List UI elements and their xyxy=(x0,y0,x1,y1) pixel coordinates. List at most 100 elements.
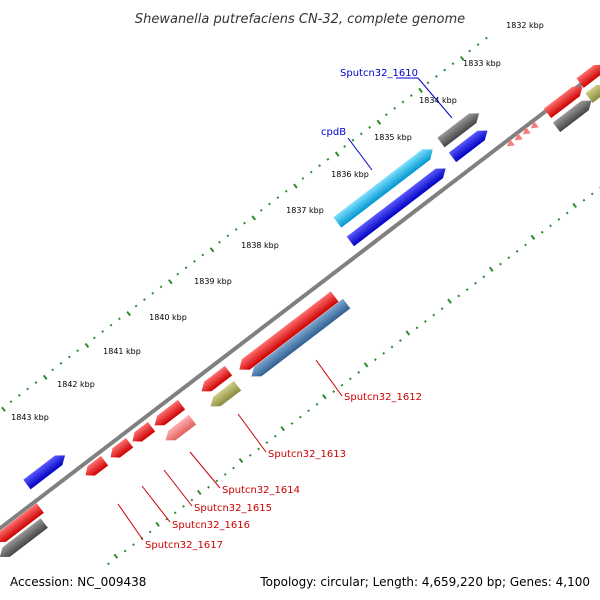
gene-red-long[interactable] xyxy=(235,291,339,374)
label-cpdb[interactable]: cpdB xyxy=(321,127,346,138)
tick-mark xyxy=(447,298,452,304)
tick-mark xyxy=(301,177,305,180)
gene-olive-edge[interactable] xyxy=(585,81,600,103)
gene-blue-forward[interactable] xyxy=(346,164,450,247)
tick-mark xyxy=(376,119,382,125)
tick-label: 1840 kbp xyxy=(149,313,187,322)
tick-mark xyxy=(243,221,246,225)
gene-red-leftedge[interactable] xyxy=(0,503,44,547)
tick-mark xyxy=(565,211,569,215)
tick-mark xyxy=(67,355,71,359)
tick-mark xyxy=(42,374,48,380)
tick-mark xyxy=(363,362,369,368)
label-sputcn32-1614[interactable]: Sputcn32_1614 xyxy=(222,485,300,496)
tick-label: 1841 kbp xyxy=(103,347,141,356)
tick-mark xyxy=(92,336,96,340)
accession-text: Accession: NC_009438 xyxy=(10,575,146,589)
label-sputcn32-1612[interactable]: Sputcn32_1612 xyxy=(344,392,422,403)
tick-mark xyxy=(482,275,486,279)
gene-sputcn32-1616[interactable] xyxy=(107,437,134,462)
tick-mark xyxy=(434,75,438,78)
tick-mark xyxy=(134,304,138,308)
tick-mark xyxy=(193,259,196,263)
tick-mark xyxy=(273,434,277,438)
gene-gray-right[interactable] xyxy=(552,96,595,133)
tick-label: 1838 kbp xyxy=(241,241,279,250)
tick-mark xyxy=(290,422,294,425)
tick-mark xyxy=(432,313,436,317)
leader-sputcn32-1612 xyxy=(315,359,343,397)
tick-mark xyxy=(298,415,302,419)
tick-mark xyxy=(101,330,105,333)
tick-mark xyxy=(59,362,63,365)
tick-mark xyxy=(549,224,552,228)
tick-label: 1842 kbp xyxy=(57,380,95,389)
leader-sputcn32-1610-b xyxy=(417,77,453,119)
gene-sputcn32-1610[interactable] xyxy=(437,109,482,148)
tick-mark xyxy=(318,164,321,168)
gene-blue-small[interactable] xyxy=(448,126,491,163)
repeat-marker xyxy=(522,127,531,135)
tick-mark xyxy=(168,279,173,285)
tick-mark xyxy=(76,349,80,353)
gene-sputcn32-1617[interactable] xyxy=(82,455,109,480)
tick-mark xyxy=(218,240,221,244)
gene-red-r2[interactable] xyxy=(151,399,186,430)
gene-sputcn32-1614[interactable] xyxy=(162,414,197,445)
tick-mark xyxy=(268,202,271,206)
gene-sputcn32-1613[interactable] xyxy=(207,380,242,411)
tick-mark xyxy=(117,317,121,321)
tick-mark xyxy=(368,126,372,129)
tick-labels: 1832 kbp 1833 kbp 1834 kbp 1835 kbp 1836 kbp… xyxy=(11,21,544,422)
tick-mark xyxy=(332,390,336,393)
tick-mark xyxy=(184,266,188,270)
leader-sputcn32-1614 xyxy=(189,451,221,489)
tick-mark xyxy=(424,320,427,323)
tick-mark xyxy=(151,291,155,295)
tick-mark xyxy=(17,393,21,397)
label-sputcn32-1617[interactable]: Sputcn32_1617 xyxy=(145,540,223,551)
gene-gray-leftedge[interactable] xyxy=(0,518,48,562)
tick-mark xyxy=(84,342,90,349)
label-sputcn32-1613[interactable]: Sputcn32_1613 xyxy=(268,449,346,460)
label-sputcn32-1610[interactable]: Sputcn32_1610 xyxy=(340,68,418,79)
tick-mark xyxy=(209,247,215,253)
tick-mark xyxy=(557,218,561,221)
tick-mark xyxy=(190,498,194,502)
gene-sputcn32-1612[interactable] xyxy=(248,298,351,381)
tick-mark xyxy=(280,426,286,432)
gene-blue-left[interactable] xyxy=(23,451,68,490)
tick-mark xyxy=(126,310,131,317)
tick-label: 1836 kbp xyxy=(331,170,369,179)
tick-mark xyxy=(540,230,544,234)
gene-cpdb[interactable] xyxy=(333,144,436,228)
tick-label: 1832 kbp xyxy=(506,21,544,30)
tick-mark xyxy=(515,249,519,253)
leader-cpdb xyxy=(347,137,373,171)
gene-red-right[interactable] xyxy=(543,82,586,119)
tick-mark xyxy=(382,351,386,355)
gene-red-r1[interactable] xyxy=(198,365,233,396)
tick-mark xyxy=(51,368,55,372)
gene-sputcn32-1615[interactable] xyxy=(129,421,156,446)
repeat-marker xyxy=(506,139,515,147)
tick-mark xyxy=(401,100,405,104)
tick-mark xyxy=(207,485,210,489)
tick-mark xyxy=(343,145,346,148)
tick-mark xyxy=(257,447,260,451)
tick-mark xyxy=(418,87,423,93)
tick-mark xyxy=(474,281,477,285)
label-sputcn32-1615[interactable]: Sputcn32_1615 xyxy=(194,503,272,514)
tick-mark xyxy=(265,441,269,445)
tick-mark xyxy=(182,504,185,508)
tick-mark xyxy=(384,113,388,117)
label-sputcn32-1616[interactable]: Sputcn32_1616 xyxy=(172,520,250,531)
tick-mark xyxy=(409,94,413,97)
tick-mark xyxy=(113,553,119,559)
tick-mark xyxy=(507,256,511,260)
tick-mark xyxy=(223,473,227,476)
tick-mark xyxy=(34,381,38,384)
tick-mark xyxy=(159,285,163,289)
gene-red-edge[interactable] xyxy=(576,60,600,88)
